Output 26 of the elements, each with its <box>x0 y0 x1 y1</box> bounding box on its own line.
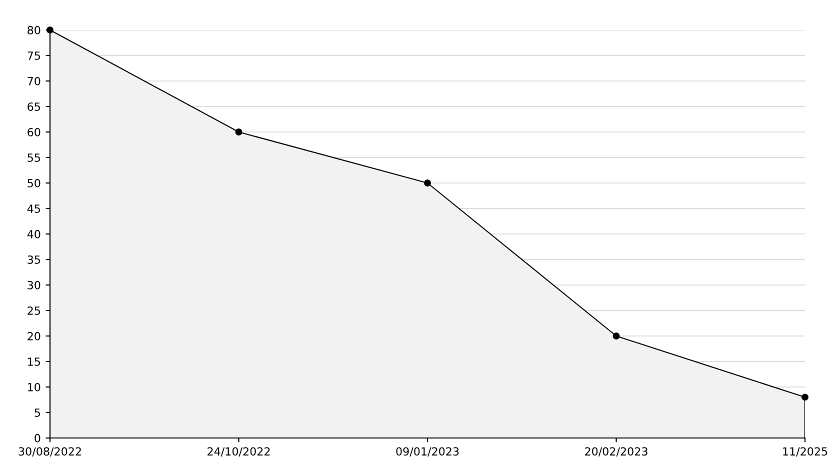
x-tick-label: 24/10/2022 <box>208 447 270 456</box>
y-tick-label: 30 <box>28 280 40 290</box>
y-tick-label: 40 <box>27 230 40 238</box>
y-tick-label: 25 <box>28 306 40 315</box>
point <box>802 394 808 401</box>
y-tick-label: 65 <box>28 102 40 111</box>
y-tick-label: 10 <box>28 382 40 392</box>
y-tick-label: 80 <box>28 26 40 34</box>
x-tick-label: 11/2025 <box>783 447 828 456</box>
x-tick-label: 30/08/2022 <box>18 447 81 456</box>
y-tick-label: 0 <box>34 434 40 442</box>
y-tick-label: 50 <box>28 178 40 188</box>
point <box>235 128 242 136</box>
y-tick-label: 60 <box>28 128 40 136</box>
x-tick-label: 20/02/2023 <box>585 447 648 456</box>
y-tick-label: 15 <box>28 358 40 366</box>
x-tick-label: 09/01/2023 <box>396 447 459 456</box>
y-tick-label: 35 <box>28 255 40 264</box>
y-tick-label: 5 <box>34 408 40 417</box>
y-tick-label: 70 <box>28 76 40 86</box>
point <box>424 180 431 186</box>
y-tick-label: 55 <box>28 154 40 162</box>
point <box>612 332 620 340</box>
y-tick-label: 45 <box>27 204 40 213</box>
y-tick-label: 20 <box>28 332 40 340</box>
y-tick-label: 75 <box>28 52 40 60</box>
